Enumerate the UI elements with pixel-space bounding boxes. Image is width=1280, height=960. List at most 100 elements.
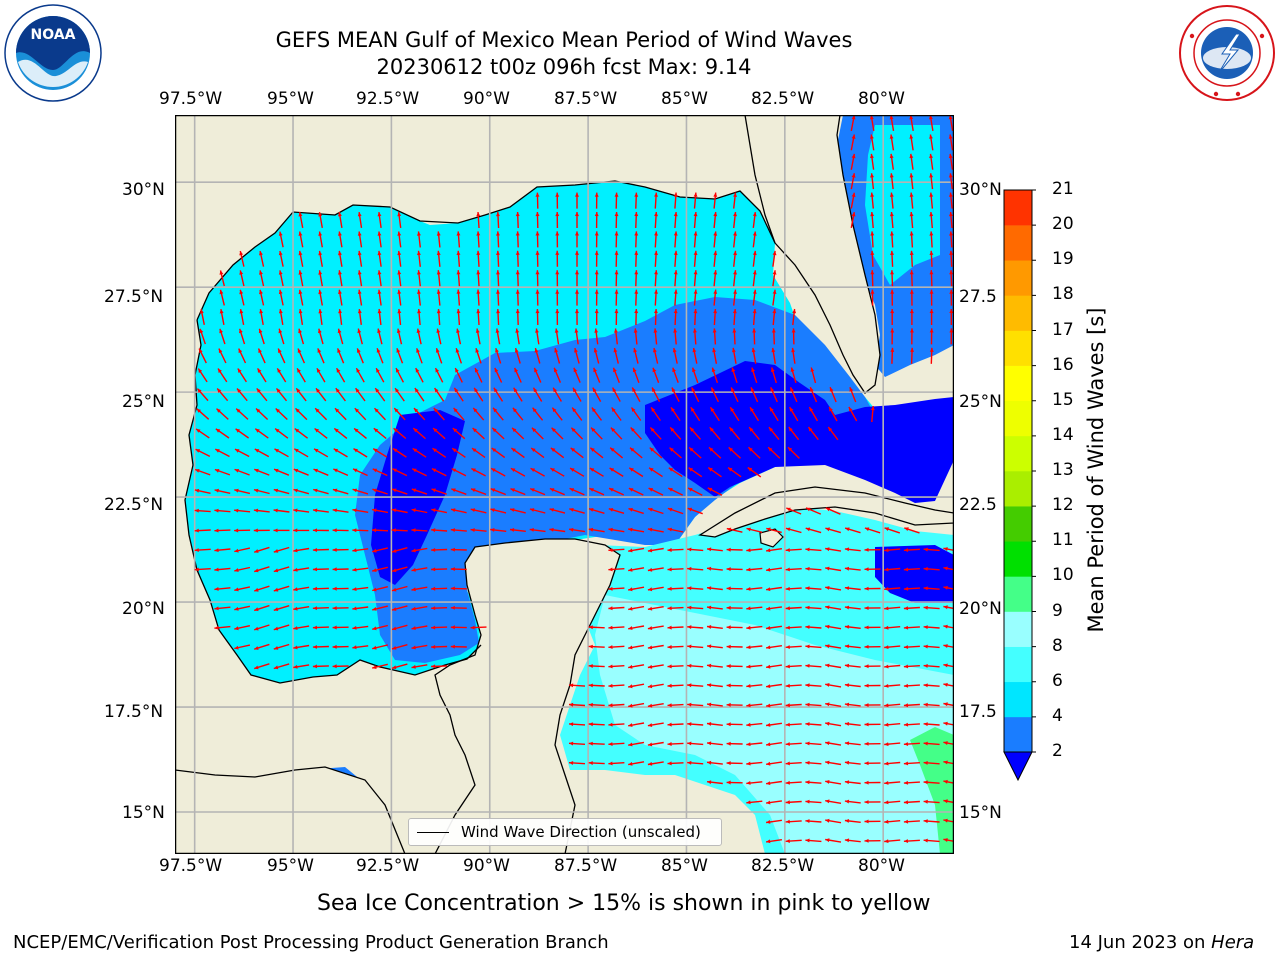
wave-direction-arrow (766, 664, 782, 669)
wave-direction-arrow (332, 606, 349, 611)
wave-direction-arrow (689, 426, 702, 440)
lat-label-left-25: 25°N (122, 392, 165, 412)
wave-direction-arrow (317, 348, 325, 364)
wave-direction-arrow (923, 722, 940, 727)
wave-direction-arrow (889, 173, 894, 190)
wave-direction-arrow (634, 289, 639, 306)
wave-direction-arrow (475, 347, 482, 364)
wave-direction-arrow (436, 270, 441, 287)
wave-direction-arrow (411, 567, 428, 572)
wave-direction-arrow (371, 528, 389, 533)
wave-direction-arrow (691, 367, 699, 384)
us-gulf-coast (196, 180, 776, 321)
wave-direction-arrow (473, 387, 484, 402)
wave-direction-arrow (594, 309, 599, 325)
wave-direction-arrow (923, 683, 940, 688)
wave-direction-arrow (450, 547, 467, 552)
wave-direction-arrow (733, 289, 737, 306)
wave-direction-arrow (706, 625, 723, 629)
wave-direction-arrow (772, 308, 777, 326)
wave-direction-arrow (555, 289, 560, 306)
wave-direction-arrow (785, 722, 802, 727)
wave-direction-arrow (709, 406, 720, 422)
wave-direction-arrow (594, 289, 599, 306)
wave-direction-arrow (730, 387, 739, 403)
wave-direction-arrow (259, 289, 265, 306)
wave-direction-arrow (490, 467, 506, 477)
wave-direction-arrow (278, 250, 284, 267)
wave-direction-arrow (312, 645, 329, 649)
wave-direction-arrow (752, 231, 757, 248)
wave-direction-arrow (785, 761, 802, 766)
wave-direction-arrow (746, 722, 763, 727)
colorbar-label: Mean Period of Wind Waves [s] (1084, 307, 1108, 633)
wave-direction-arrow (371, 508, 389, 514)
wave-direction-arrow (870, 289, 875, 306)
wave-direction-arrow (455, 347, 463, 364)
wave-direction-arrow (929, 115, 934, 132)
wave-direction-arrow (570, 427, 584, 440)
wave-direction-arrow (391, 644, 408, 650)
wave-direction-arrow (864, 664, 881, 669)
wave-direction-arrow (748, 426, 760, 441)
wave-direction-arrow (889, 211, 894, 229)
wave-direction-arrow (732, 328, 737, 345)
wave-direction-arrow (215, 428, 230, 439)
wave-direction-arrow (929, 289, 934, 306)
wave-direction-arrow (312, 508, 329, 513)
wave-direction-arrow (864, 838, 881, 843)
wave-direction-arrow (687, 722, 704, 726)
wave-direction-arrow (590, 427, 603, 440)
wave-direction-arrow (273, 624, 290, 631)
wave-direction-arrow (654, 308, 658, 326)
wave-direction-arrow (785, 839, 802, 843)
wave-direction-arrow (411, 605, 428, 611)
wave-direction-arrow (647, 644, 664, 650)
wave-direction-arrow (805, 741, 822, 746)
wave-direction-arrow (312, 586, 329, 591)
lat-label-left-20: 20°N (122, 599, 165, 619)
wave-direction-arrow (726, 741, 743, 746)
wave-direction-arrow (352, 468, 368, 477)
wave-direction-arrow (412, 427, 426, 440)
wave-direction-arrow (805, 507, 822, 515)
wave-direction-arrow (769, 406, 779, 422)
wave-direction-arrow (431, 467, 447, 477)
wave-direction-arrow (654, 192, 658, 209)
wave-direction-arrow (766, 625, 782, 630)
wave-direction-arrow (532, 387, 543, 402)
wave-direction-arrow (785, 683, 802, 688)
wave-direction-arrow (254, 468, 270, 476)
wave-direction-arrow (929, 231, 934, 248)
wave-direction-arrow (767, 446, 781, 459)
wave-direction-arrow (259, 308, 264, 326)
wave-direction-arrow (864, 683, 881, 688)
wave-direction-arrow (903, 839, 920, 843)
wave-direction-arrow (295, 387, 307, 402)
wave-direction-arrow (318, 270, 323, 287)
wave-direction-arrow (929, 173, 934, 190)
wave-direction-arrow (610, 427, 623, 440)
wave-direction-arrow (785, 527, 802, 534)
wave-direction-arrow (712, 328, 717, 345)
wave-direction-arrow (313, 468, 329, 476)
wave-direction-arrow (884, 527, 901, 534)
wave-direction-arrow (654, 289, 658, 306)
wave-direction-arrow (298, 270, 304, 287)
colorbar-tick-label: 8 (1052, 635, 1063, 656)
wave-direction-arrow (593, 367, 601, 383)
wave-direction-arrow (357, 289, 363, 306)
wave-direction-arrow (884, 722, 901, 727)
wave-direction-arrow (909, 134, 914, 151)
wave-direction-arrow (434, 387, 445, 402)
wave-direction-arrow (253, 643, 270, 650)
wave-direction-arrow (726, 780, 743, 785)
wave-direction-arrow (948, 153, 954, 170)
wave-direction-arrow (687, 625, 704, 629)
wave-direction-arrow (884, 548, 901, 553)
wave-direction-arrow (949, 250, 954, 267)
wave-direction-arrow (668, 467, 683, 478)
wave-direction-arrow (313, 448, 329, 458)
wave-direction-arrow (495, 328, 501, 345)
wave-direction-arrow (318, 250, 323, 267)
